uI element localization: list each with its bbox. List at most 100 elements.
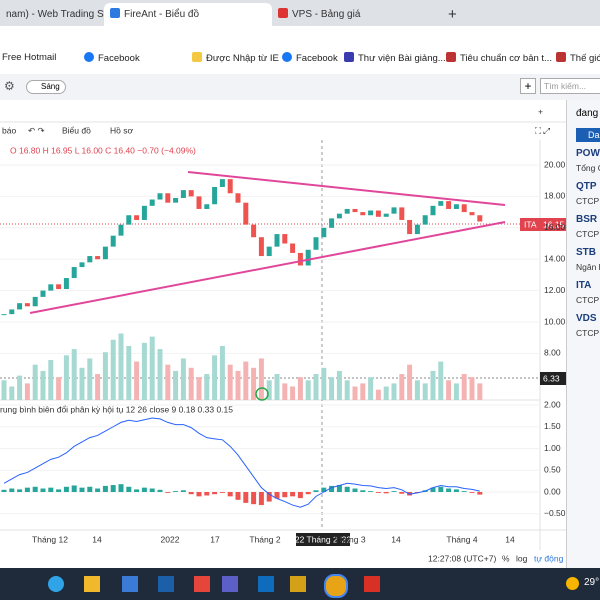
candle xyxy=(188,190,194,197)
macd-histogram-bar xyxy=(17,489,23,492)
macd-histogram-bar xyxy=(95,488,101,492)
app-icon[interactable] xyxy=(258,576,274,592)
candle xyxy=(438,201,444,206)
price-tick-label: 14.00 xyxy=(544,253,566,263)
bookmark[interactable]: Facebook xyxy=(282,52,338,64)
volume-bar xyxy=(48,360,54,400)
auto-toggle[interactable]: tự động xyxy=(534,553,564,563)
macd-histogram-bar xyxy=(9,488,15,492)
bookmark[interactable]: Thế giới xyxy=(556,52,600,64)
candle xyxy=(313,237,319,250)
volume-bar xyxy=(32,364,38,400)
macd-histogram-bar xyxy=(352,488,358,492)
macd-histogram-bar xyxy=(313,490,319,492)
settings-icon[interactable]: ⚙ xyxy=(4,79,15,93)
tab-title: FireAnt - Biểu đồ xyxy=(124,9,200,20)
search-box[interactable]: Tìm kiếm... xyxy=(540,78,600,94)
app-icon[interactable] xyxy=(84,576,100,592)
app-icon[interactable] xyxy=(194,576,210,592)
price-tick-label: 18.00 xyxy=(544,191,566,201)
volume-bar xyxy=(110,339,116,400)
tab[interactable]: VPS - Bảng giá xyxy=(272,3,438,26)
app-icon[interactable] xyxy=(122,576,138,592)
tab[interactable]: FireAnt - Biểu đồ xyxy=(104,3,272,26)
undo[interactable]: ↶ ↷ xyxy=(28,125,45,135)
volume-bar xyxy=(305,380,311,400)
tab[interactable]: nam) - Web Trading Sy xyxy=(6,9,104,20)
volume-bar xyxy=(336,370,342,400)
bookmark[interactable]: Tiêu chuẩn cơ bản t... xyxy=(446,52,552,64)
macd-histogram-bar xyxy=(321,487,327,492)
add-pane[interactable]: + xyxy=(538,106,543,116)
volume-bar xyxy=(266,380,272,400)
macd-histogram-bar xyxy=(196,492,202,497)
macd-histogram-bar xyxy=(290,492,296,497)
event-marker[interactable] xyxy=(255,387,269,401)
percent-toggle[interactable]: % xyxy=(502,553,510,563)
bookmark[interactable]: Facebook xyxy=(84,52,140,64)
watchlist-symbol[interactable]: STB xyxy=(576,247,596,258)
app-icon[interactable] xyxy=(290,576,306,592)
macd-histogram-bar xyxy=(102,485,108,492)
add-button[interactable]: + xyxy=(520,78,536,94)
new-tab[interactable]: + xyxy=(448,6,457,23)
candle xyxy=(430,205,436,216)
sidebar-button[interactable]: Dan xyxy=(576,128,600,142)
macd-tick-label: 0.00 xyxy=(544,486,561,496)
volume-bar xyxy=(24,383,30,400)
fullscreen[interactable]: ⛶ ⤢ xyxy=(534,125,550,135)
volume-bar xyxy=(157,349,163,400)
chart-background xyxy=(0,100,566,568)
volume-bar xyxy=(149,336,155,400)
candle xyxy=(204,204,210,209)
candle xyxy=(446,201,452,209)
candle xyxy=(110,235,116,247)
clock: 12:27:08 (UTC+7) xyxy=(428,553,496,563)
watchlist-name: Ngân h xyxy=(576,262,600,272)
macd-histogram-bar xyxy=(243,492,249,503)
volume-bar xyxy=(407,364,413,400)
volume-bar xyxy=(180,358,186,400)
menu-item[interactable]: Biểu đồ xyxy=(62,125,91,135)
macd-histogram-bar xyxy=(110,485,116,492)
candle xyxy=(95,256,101,260)
app-icon[interactable] xyxy=(158,576,174,592)
macd-histogram-bar xyxy=(430,487,436,492)
candle xyxy=(321,227,327,238)
bookmark[interactable]: Được Nhập từ IE xyxy=(192,52,279,64)
watchlist-symbol[interactable]: ITA xyxy=(576,280,592,291)
bookmark-label: Facebook xyxy=(296,53,338,64)
menu-item[interactable]: báo xyxy=(2,125,16,135)
watchlist-symbol[interactable]: VDS xyxy=(576,313,597,324)
watchlist-symbol[interactable]: BSR xyxy=(576,214,598,225)
log-toggle[interactable]: log xyxy=(516,553,528,563)
watchlist-symbol[interactable]: POW xyxy=(576,148,600,159)
macd-tick-label: 1.00 xyxy=(544,443,561,453)
volume-bar xyxy=(95,374,101,400)
candle xyxy=(305,249,311,266)
watchlist-symbol[interactable]: QTP xyxy=(576,181,597,192)
macd-histogram-bar xyxy=(336,485,342,492)
candle xyxy=(360,212,366,216)
macd-histogram-bar xyxy=(383,492,389,494)
app-icon[interactable] xyxy=(48,576,64,592)
theme-toggle[interactable]: Sáng xyxy=(26,80,66,94)
app-icon[interactable] xyxy=(324,574,348,598)
menu-item[interactable]: Hồ sơ xyxy=(110,125,133,135)
candle xyxy=(63,278,69,290)
watchlist-name: CTCP xyxy=(576,229,600,239)
app-icon[interactable] xyxy=(364,576,380,592)
bookmark[interactable]: Free Hotmail xyxy=(2,52,57,63)
app-icon[interactable] xyxy=(222,576,238,592)
candle xyxy=(40,290,46,297)
candle xyxy=(290,243,296,253)
candle xyxy=(258,237,264,257)
volume-bar xyxy=(196,377,202,400)
taskbar: 29° xyxy=(0,568,600,600)
volume-bar xyxy=(477,383,483,400)
bookmark[interactable]: Thư viện Bài giảng... xyxy=(344,52,446,64)
macd-histogram-bar xyxy=(40,488,46,492)
volume-bar xyxy=(258,358,264,400)
bookmark-label: Facebook xyxy=(98,53,140,64)
app-toolbar: ⚙ Sáng + Tìm kiếm... xyxy=(0,74,600,101)
